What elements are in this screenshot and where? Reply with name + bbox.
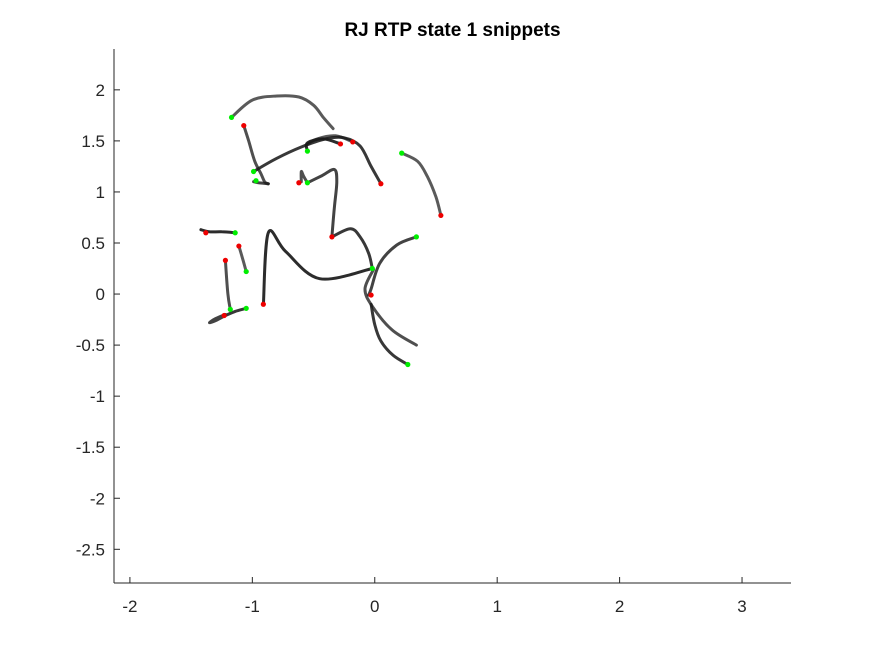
trajectory-line (261, 229, 374, 306)
start-point-marker (405, 361, 411, 368)
end-point-marker (236, 243, 242, 249)
trajectory-line (305, 167, 339, 239)
trajectory-line (304, 134, 355, 147)
end-point-marker (378, 181, 384, 187)
y-tick-label: -1 (90, 387, 105, 406)
x-tick-label: 0 (370, 597, 379, 616)
start-point-marker (399, 150, 405, 156)
trajectory-line (299, 169, 309, 185)
y-tick-label: 1 (96, 183, 105, 202)
end-point-marker (296, 180, 302, 186)
trajectory-line (223, 258, 232, 311)
chart-title: RJ RTP state 1 snippets (344, 20, 561, 41)
trajectory-line (230, 94, 335, 131)
end-point-marker (438, 212, 444, 219)
start-point-marker (413, 234, 419, 240)
y-tick-label: 0 (96, 285, 105, 304)
end-point-marker (221, 312, 227, 319)
start-point-marker (304, 180, 311, 186)
y-tick-label: -2.5 (76, 540, 105, 559)
start-point-marker (243, 305, 249, 311)
end-point-marker (329, 234, 335, 240)
end-point-marker (260, 301, 266, 307)
trajectory-line (400, 151, 443, 217)
trajectories (199, 94, 443, 366)
start-point-marker (243, 268, 249, 275)
y-tick-label: -2 (90, 489, 105, 508)
start-point-marker (369, 265, 375, 272)
trajectory-line (330, 227, 374, 270)
trajectory-line (367, 235, 418, 297)
y-tick-label: 1.5 (81, 132, 105, 151)
axes: -2 -1 0 1 2 3 2 1.5 1 0.5 0 -0.5 -1 -1.5 -2 -2.5 (76, 49, 791, 616)
start-point-marker (250, 168, 257, 175)
start-point-marker (232, 230, 238, 236)
start-point-marker (304, 148, 311, 154)
y-tick-label: -0.5 (76, 336, 105, 355)
end-point-marker (337, 141, 344, 147)
end-point-marker (350, 139, 356, 145)
end-point-marker (222, 257, 229, 263)
trajectory-line (208, 313, 227, 325)
trajectory-line (369, 302, 410, 366)
x-tick-label: 1 (492, 597, 501, 616)
x-tick-label: 2 (615, 597, 624, 616)
y-tick-label: 2 (96, 81, 105, 100)
end-point-marker (241, 122, 247, 129)
trajectory-line (252, 135, 383, 186)
start-point-marker (228, 114, 235, 121)
markers (203, 114, 444, 368)
y-tick-label: -1.5 (76, 438, 105, 457)
x-tick-label: -2 (122, 597, 137, 616)
trajectory-line (242, 124, 270, 186)
start-point-marker (227, 306, 233, 312)
end-point-marker (203, 230, 209, 236)
x-tick-label: 3 (737, 597, 746, 616)
start-point-marker (253, 178, 259, 184)
trajectory-line (237, 244, 248, 274)
x-tick-label: -1 (245, 597, 260, 616)
y-tick-label: 0.5 (81, 234, 105, 253)
end-point-marker (368, 292, 374, 298)
